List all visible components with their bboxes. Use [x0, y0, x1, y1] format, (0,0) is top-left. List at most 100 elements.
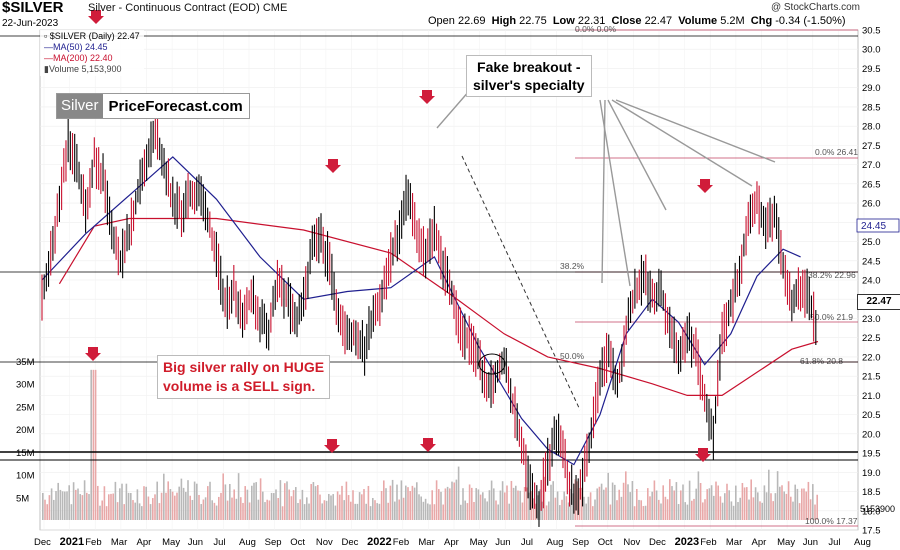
volume-bar: [605, 487, 607, 520]
price-tick-label: 29.0: [862, 83, 881, 94]
volume-bar: [185, 491, 187, 520]
volume-bar: [332, 494, 334, 520]
volume-bar: [262, 491, 264, 520]
volume-note-line1: Big silver rally on HUGE: [163, 359, 325, 375]
volume-bar: [651, 491, 653, 520]
price-tick-label: 19.0: [862, 468, 881, 479]
volume-bar: [486, 501, 488, 520]
volume-bar: [110, 493, 112, 520]
time-tick-label: Jun: [803, 537, 818, 548]
volume-bar: [418, 494, 420, 520]
volume-bar: [686, 504, 689, 520]
volume-bar: [112, 493, 114, 520]
volume-bar: [671, 486, 673, 520]
volume-bar: [576, 481, 579, 520]
down-arrow-icon: [695, 448, 711, 462]
price-bars: [41, 112, 817, 527]
volume-bar: [105, 506, 108, 520]
volume-bar: [182, 487, 185, 520]
volume-bar: [149, 504, 152, 520]
volume-bar: [48, 495, 51, 520]
volume-bar: [50, 488, 53, 520]
volume-bar: [257, 499, 260, 520]
symbol-title: $SILVER: [2, 0, 64, 16]
volume-bar: [268, 500, 271, 520]
close-label: Close: [611, 15, 642, 27]
time-tick-label: Apr: [444, 537, 459, 548]
ma200-path: [58, 217, 819, 396]
volume-bar: [176, 492, 178, 520]
volume-bar: [119, 488, 121, 520]
volume-bar: [251, 485, 253, 520]
ma50-tag-label: 24.45: [861, 221, 886, 232]
volume-bar: [174, 495, 176, 520]
volume-bar: [816, 494, 818, 520]
ma50-line: [41, 156, 801, 466]
volume-bar: [440, 491, 442, 520]
legend-ma200: —MA(200) 22.40: [44, 53, 113, 63]
volume-bar: [312, 482, 315, 520]
time-tick-label: Dec: [342, 537, 359, 548]
time-tick-label: Oct: [290, 537, 305, 548]
volume-bar: [490, 480, 493, 520]
volume-bar: [693, 498, 695, 520]
volume-bar: [310, 484, 312, 520]
volume-bar: [638, 499, 640, 520]
volume-bar: [292, 490, 295, 520]
time-tick-label: Dec: [649, 537, 666, 548]
volume-bar: [108, 494, 110, 520]
volume-bar: [365, 503, 367, 520]
volume-bar: [202, 499, 205, 520]
volume-bar: [215, 505, 218, 520]
legend-ma50: —MA(50) 24.45: [44, 42, 108, 52]
volume-bar: [407, 487, 409, 520]
price-tick-label: 24.0: [862, 276, 881, 287]
volume-bar: [523, 487, 526, 520]
fake-breakout-line1: Fake breakout -: [477, 59, 581, 75]
volume-bar: [512, 487, 515, 520]
volume-bar: [178, 486, 180, 520]
volume-bar: [374, 500, 376, 520]
volume-bar: [317, 485, 319, 520]
volume-bar: [259, 478, 262, 520]
volume-bar: [152, 498, 154, 520]
volume-bar: [376, 503, 378, 520]
volume-bar: [677, 504, 680, 520]
time-tick-label: Jun: [188, 537, 203, 548]
volume-bar: [629, 492, 631, 520]
volume-bar: [240, 497, 242, 520]
volume-bar: [510, 480, 513, 520]
volume-bar: [380, 490, 383, 520]
volume-bar: [772, 501, 774, 520]
volume-bar: [640, 500, 642, 520]
callout-line: [611, 99, 753, 187]
volume-bar: [237, 473, 240, 520]
chg-value: -0.34 (-1.50%): [775, 15, 846, 27]
volume-bar: [801, 488, 803, 520]
volume-bar: [479, 494, 482, 520]
volume-bar: [449, 488, 451, 520]
volume-bar: [587, 496, 590, 520]
price-tick-label: 22.5: [862, 333, 881, 344]
volume-bar: [730, 501, 733, 520]
volume-bar: [99, 505, 101, 520]
volume-bar: [537, 495, 539, 520]
volume-bar: [706, 489, 708, 520]
site-logo: Silver PriceForecast.com: [56, 93, 250, 119]
trend-line: [461, 155, 581, 411]
volume-bar: [598, 486, 601, 520]
volume-value: 5.2M: [720, 15, 745, 27]
volume-bar: [226, 500, 229, 520]
fib-label: 38.2%: [560, 261, 585, 271]
volume-bar: [666, 499, 669, 520]
volume-bar: [578, 487, 581, 520]
volume-bar: [92, 369, 95, 520]
volume-bar: [625, 471, 627, 520]
volume-bar: [369, 506, 372, 520]
ohlc-readout: Open 22.69 High 22.75 Low 22.31 Close 22…: [428, 15, 846, 27]
volume-bar: [724, 493, 726, 520]
volume-bars: [42, 369, 818, 520]
volume-bar: [691, 500, 693, 520]
volume-bar: [64, 491, 66, 520]
volume-bar: [189, 495, 191, 520]
